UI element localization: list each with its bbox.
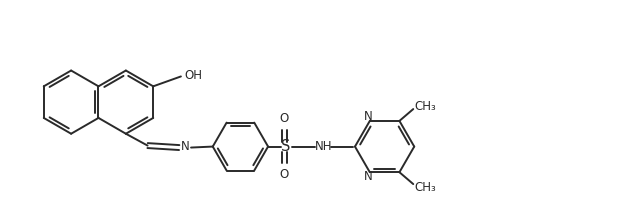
- Text: N: N: [364, 110, 372, 123]
- Text: O: O: [279, 168, 289, 181]
- Text: O: O: [279, 112, 289, 125]
- Text: OH: OH: [185, 69, 203, 82]
- Text: S: S: [281, 139, 291, 154]
- Text: NH: NH: [315, 140, 332, 153]
- Text: N: N: [180, 140, 189, 153]
- Text: N: N: [364, 170, 372, 183]
- Text: CH₃: CH₃: [414, 181, 436, 194]
- Text: CH₃: CH₃: [414, 100, 436, 113]
